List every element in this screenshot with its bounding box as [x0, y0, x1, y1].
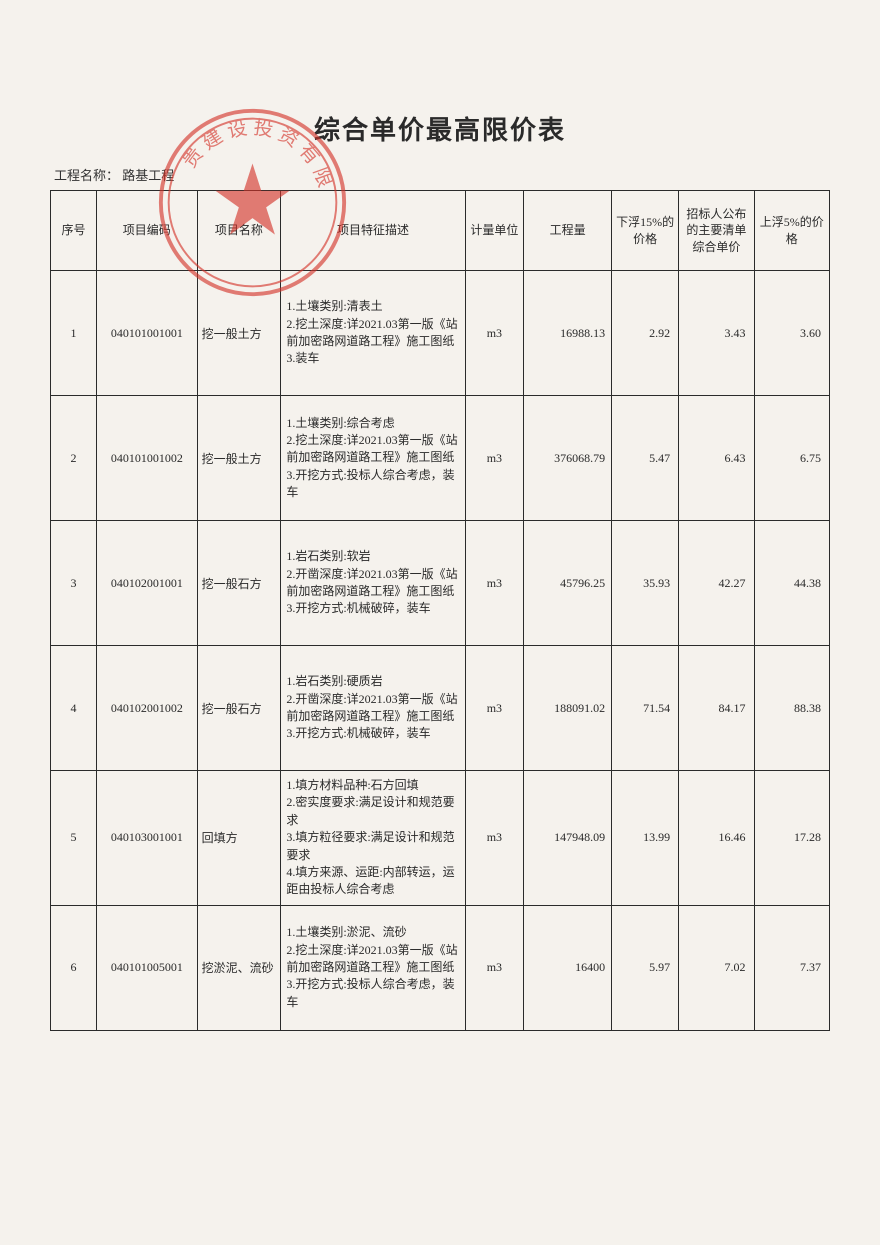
cell-desc: 1.土壤类别:淤泥、流砂2.挖土深度:详2021.03第一版《站前加密路网道路工…: [281, 905, 465, 1030]
cell-desc: 1.填方材料品种:石方回填2.密实度要求:满足设计和规范要求3.填方粒径要求:满…: [281, 771, 465, 906]
cell-p85: 5.47: [612, 396, 679, 521]
cell-code: 040103001001: [97, 771, 198, 906]
cell-name: 挖一般石方: [197, 646, 281, 771]
cell-pub: 3.43: [679, 271, 754, 396]
cell-idx: 5: [51, 771, 97, 906]
page-title: 综合单价最高限价表: [50, 110, 830, 147]
project-name-label: 工程名称： 路基工程: [50, 165, 830, 184]
cell-idx: 6: [51, 905, 97, 1030]
cell-pub: 7.02: [679, 905, 754, 1030]
cell-code: 040102001002: [97, 646, 198, 771]
cell-qty: 147948.09: [524, 771, 612, 906]
cell-pub: 42.27: [679, 521, 754, 646]
cell-idx: 3: [51, 521, 97, 646]
cell-code: 040101001001: [97, 271, 198, 396]
cell-p105: 88.38: [754, 646, 829, 771]
col-header-code: 项目编码: [97, 191, 198, 271]
cell-p85: 5.97: [612, 905, 679, 1030]
table-row: 1040101001001挖一般土方1.土壤类别:清表土2.挖土深度:详2021…: [51, 271, 830, 396]
cell-desc: 1.土壤类别:综合考虑2.挖土深度:详2021.03第一版《站前加密路网道路工程…: [281, 396, 465, 521]
col-header-idx: 序号: [51, 191, 97, 271]
cell-name: 挖一般土方: [197, 271, 281, 396]
table-row: 6040101005001挖淤泥、流砂1.土壤类别:淤泥、流砂2.挖土深度:详2…: [51, 905, 830, 1030]
price-limit-table: 序号 项目编码 项目名称 项目特征描述 计量单位 工程量 下浮15%的价格 招标…: [50, 190, 830, 1031]
cell-p105: 3.60: [754, 271, 829, 396]
cell-idx: 1: [51, 271, 97, 396]
cell-name: 挖淤泥、流砂: [197, 905, 281, 1030]
cell-idx: 2: [51, 396, 97, 521]
cell-unit: m3: [465, 646, 524, 771]
table-row: 4040102001002挖一般石方1.岩石类别:硬质岩2.开凿深度:详2021…: [51, 646, 830, 771]
cell-idx: 4: [51, 646, 97, 771]
col-header-qty: 工程量: [524, 191, 612, 271]
table-row: 3040102001001挖一般石方1.岩石类别:软岩2.开凿深度:详2021.…: [51, 521, 830, 646]
cell-desc: 1.岩石类别:软岩2.开凿深度:详2021.03第一版《站前加密路网道路工程》施…: [281, 521, 465, 646]
cell-p85: 71.54: [612, 646, 679, 771]
cell-unit: m3: [465, 271, 524, 396]
cell-p105: 6.75: [754, 396, 829, 521]
col-header-unit: 计量单位: [465, 191, 524, 271]
cell-p105: 17.28: [754, 771, 829, 906]
cell-p85: 2.92: [612, 271, 679, 396]
cell-desc: 1.岩石类别:硬质岩2.开凿深度:详2021.03第一版《站前加密路网道路工程》…: [281, 646, 465, 771]
cell-desc: 1.土壤类别:清表土2.挖土深度:详2021.03第一版《站前加密路网道路工程》…: [281, 271, 465, 396]
cell-unit: m3: [465, 771, 524, 906]
cell-qty: 188091.02: [524, 646, 612, 771]
col-header-desc: 项目特征描述: [281, 191, 465, 271]
cell-pub: 16.46: [679, 771, 754, 906]
cell-qty: 376068.79: [524, 396, 612, 521]
col-header-p85: 下浮15%的价格: [612, 191, 679, 271]
cell-name: 挖一般石方: [197, 521, 281, 646]
cell-pub: 84.17: [679, 646, 754, 771]
cell-p85: 35.93: [612, 521, 679, 646]
cell-code: 040101005001: [97, 905, 198, 1030]
col-header-p105: 上浮5%的价格: [754, 191, 829, 271]
col-header-name: 项目名称: [197, 191, 281, 271]
cell-name: 挖一般土方: [197, 396, 281, 521]
cell-p85: 13.99: [612, 771, 679, 906]
cell-p105: 7.37: [754, 905, 829, 1030]
cell-pub: 6.43: [679, 396, 754, 521]
cell-code: 040101001002: [97, 396, 198, 521]
cell-unit: m3: [465, 396, 524, 521]
cell-p105: 44.38: [754, 521, 829, 646]
cell-code: 040102001001: [97, 521, 198, 646]
col-header-pub: 招标人公布的主要清单综合单价: [679, 191, 754, 271]
cell-name: 回填方: [197, 771, 281, 906]
table-row: 5040103001001回填方1.填方材料品种:石方回填2.密实度要求:满足设…: [51, 771, 830, 906]
table-row: 2040101001002挖一般土方1.土壤类别:综合考虑2.挖土深度:详202…: [51, 396, 830, 521]
cell-unit: m3: [465, 521, 524, 646]
cell-unit: m3: [465, 905, 524, 1030]
cell-qty: 45796.25: [524, 521, 612, 646]
table-header-row: 序号 项目编码 项目名称 项目特征描述 计量单位 工程量 下浮15%的价格 招标…: [51, 191, 830, 271]
cell-qty: 16400: [524, 905, 612, 1030]
cell-qty: 16988.13: [524, 271, 612, 396]
